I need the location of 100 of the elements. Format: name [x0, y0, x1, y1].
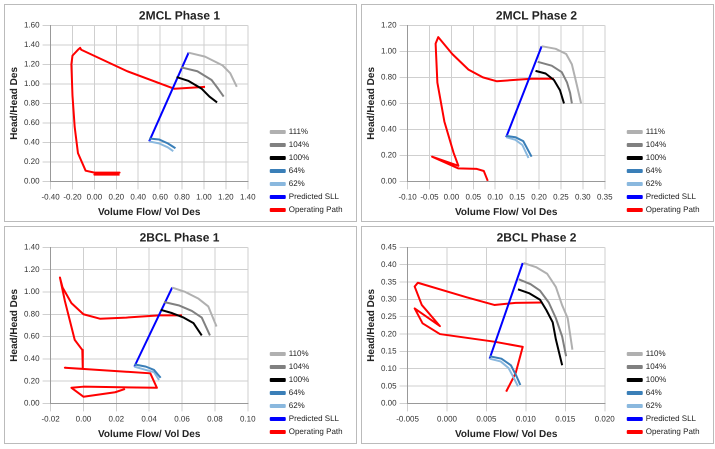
y-tick-label: 0.80: [24, 98, 40, 108]
x-tick-label: -0.02: [41, 414, 60, 424]
y-axis-title: Head/Head Des: [366, 288, 377, 362]
chart-title: 2MCL Phase 1: [138, 8, 220, 23]
y-tick-label: 1.00: [24, 79, 40, 88]
x-tick-label: -0.10: [398, 192, 418, 202]
legend-label: 64%: [288, 388, 305, 398]
y-tick-label: 0.10: [380, 364, 398, 373]
y-tick-label: 0.00: [380, 176, 398, 186]
x-tick-label: 1.20: [218, 192, 234, 202]
x-tick-label: 0.00: [444, 192, 460, 202]
y-tick-label: 1.40: [24, 40, 40, 50]
y-tick-label: 0.00: [24, 176, 40, 186]
legend-label: Operating Path: [646, 205, 700, 214]
legend-label: 100%: [646, 375, 666, 384]
x-tick-label: 0.00: [76, 414, 92, 424]
x-tick-label: 0.020: [594, 414, 616, 424]
x-tick-label: 0.25: [553, 192, 570, 202]
x-tick-label: 0.35: [596, 192, 614, 202]
x-tick-label: 1.40: [240, 192, 256, 202]
legend-label: Predicted SLL: [646, 192, 697, 202]
legend-label: 64%: [646, 166, 662, 176]
legend-label: 62%: [646, 179, 662, 188]
legend-label: Predicted SLL: [288, 414, 340, 424]
y-tick-label: 1.20: [24, 264, 40, 274]
legend-label: 110%: [288, 349, 309, 358]
x-tick-label: -0.05: [420, 192, 440, 202]
legend-label: 62%: [288, 179, 305, 188]
y-tick-label: 1.00: [380, 46, 398, 56]
x-tick-label: 0.30: [575, 192, 592, 202]
x-tick-label: 0.06: [174, 414, 190, 424]
y-tick-label: 0.00: [24, 398, 40, 408]
y-axis-title: Head/Head Des: [8, 66, 20, 140]
x-tick-label: 0.05: [466, 192, 482, 202]
y-tick-label: 0.20: [380, 150, 398, 160]
legend-label: 110%: [646, 349, 666, 358]
legend-label: 111%: [288, 127, 308, 136]
y-tick-label: 0.20: [380, 329, 398, 338]
y-tick-label: 0.40: [24, 138, 40, 147]
legend-label: Predicted SLL: [646, 414, 697, 424]
legend-label: 104%: [646, 140, 666, 150]
x-tick-label: 0.10: [240, 414, 256, 424]
y-tick-label: 1.20: [24, 60, 40, 69]
y-axis-title: Head/Head Des: [8, 288, 20, 362]
y-tick-label: 0.20: [24, 376, 40, 386]
x-tick-label: 0.00: [86, 192, 103, 202]
legend-label: 64%: [646, 388, 662, 398]
y-tick-label: 0.35: [380, 277, 398, 286]
x-axis-title: Volume Flow/ Vol Des: [454, 428, 558, 440]
y-tick-label: 1.40: [24, 242, 40, 252]
x-tick-label: 0.02: [108, 414, 125, 424]
x-tick-label: 0.15: [509, 192, 526, 202]
x-tick-label: -0.20: [63, 192, 82, 202]
legend-label: Predicted SLL: [288, 192, 340, 202]
legend-label: 62%: [288, 401, 305, 410]
y-tick-label: 0.60: [24, 118, 40, 128]
x-tick-label: 0.60: [152, 192, 168, 202]
x-tick-label: -0.40: [41, 192, 60, 202]
x-tick-label: 0.20: [531, 192, 548, 202]
legend-label: 104%: [288, 362, 310, 372]
legend-label: Operating Path: [288, 205, 343, 214]
x-tick-label: 0.010: [516, 414, 536, 424]
legend-label: 62%: [646, 401, 662, 410]
legend-label: Operating Path: [646, 427, 700, 436]
y-tick-label: 0.45: [380, 242, 398, 252]
x-tick-label: 1.00: [196, 192, 212, 202]
legend-label: 100%: [288, 153, 310, 162]
chart-title: 2BCL Phase 1: [140, 230, 220, 245]
y-tick-label: 0.30: [380, 294, 398, 304]
y-tick-label: 1.00: [24, 287, 40, 296]
y-tick-label: 0.60: [24, 332, 40, 341]
x-tick-label: 0.40: [130, 192, 147, 202]
y-tick-label: 0.25: [380, 312, 398, 321]
legend-label: 64%: [288, 166, 305, 176]
x-axis-title: Volume Flow/ Vol Des: [98, 428, 201, 440]
x-tick-label: 0.005: [476, 414, 497, 424]
y-tick-label: 0.80: [24, 309, 40, 318]
x-tick-label: -0.005: [396, 414, 420, 424]
chart-title: 2BCL Phase 2: [496, 230, 577, 245]
x-tick-label: 0.04: [141, 414, 158, 424]
x-tick-label: 0.08: [207, 414, 224, 424]
legend-label: Operating Path: [288, 427, 343, 436]
legend-label: 100%: [288, 375, 310, 384]
x-tick-label: 0.80: [174, 192, 190, 202]
y-tick-label: 0.05: [380, 381, 398, 390]
legend-label: 104%: [288, 140, 310, 150]
legend-label: 111%: [646, 127, 666, 136]
y-tick-label: 0.00: [380, 398, 398, 408]
x-tick-label: 0.20: [108, 192, 125, 202]
legend-label: 104%: [646, 362, 666, 372]
x-tick-label: 0.000: [436, 414, 458, 424]
x-axis-title: Volume Flow/ Vol Des: [98, 206, 201, 218]
y-tick-label: 0.15: [380, 346, 398, 356]
x-axis-title: Volume Flow/ Vol Des: [454, 206, 558, 218]
y-tick-label: 0.60: [380, 98, 398, 108]
y-tick-label: 0.80: [380, 72, 398, 82]
x-tick-label: 0.015: [555, 414, 576, 424]
y-tick-label: 0.40: [24, 354, 40, 364]
y-axis-title: Head/Head Des: [366, 66, 377, 140]
y-tick-label: 1.20: [380, 20, 398, 30]
